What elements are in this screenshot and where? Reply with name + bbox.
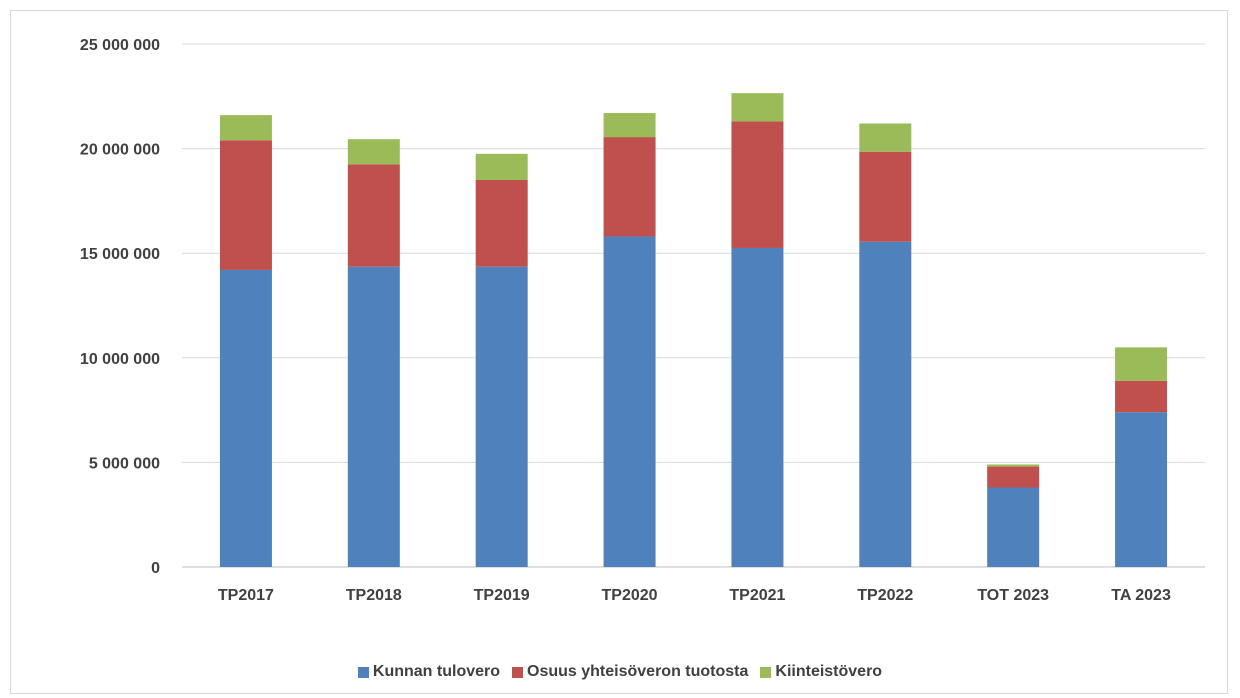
y-tick-label: 10 000 000 xyxy=(80,351,160,368)
bar-segment xyxy=(219,140,272,270)
y-tick-label: 25 000 000 xyxy=(80,37,160,54)
legend-item-1: Osuus yhteisöveron tuotosta xyxy=(512,663,748,681)
bar-segment xyxy=(731,247,784,567)
x-tick-label: TA 2023 xyxy=(1111,587,1171,604)
legend: Kunnan tulovero Osuus yhteisöveron tuoto… xyxy=(0,661,1240,683)
bar-segment xyxy=(219,115,272,141)
bar-segment xyxy=(347,164,400,267)
gridlines xyxy=(182,43,1205,568)
bar-segment xyxy=(603,113,656,138)
legend-swatch-0 xyxy=(357,666,369,678)
bar-segment xyxy=(859,123,912,152)
legend-label-1: Osuus yhteisöveron tuotosta xyxy=(527,663,749,680)
bar-segment xyxy=(347,266,400,567)
legend-item-2: Kiinteistövero xyxy=(760,663,882,681)
y-tick-label: 0 xyxy=(151,560,160,577)
legend-label-2: Kiinteistövero xyxy=(775,663,883,680)
bar-segment xyxy=(475,266,528,567)
legend-swatch-2 xyxy=(760,666,772,678)
y-tick-label: 5 000 000 xyxy=(89,455,160,472)
x-tick-label: TP2020 xyxy=(602,587,658,604)
bar-segment xyxy=(475,153,528,180)
bar-segment xyxy=(987,487,1040,567)
x-tick-label: TP2021 xyxy=(729,587,785,604)
bar-segment xyxy=(987,466,1040,488)
bar-segment xyxy=(859,151,912,242)
y-tick-label: 20 000 000 xyxy=(80,142,160,159)
bar-segment xyxy=(219,269,272,567)
bar-segment xyxy=(731,93,784,122)
bar-segment xyxy=(1115,347,1168,381)
bar-segment xyxy=(1115,412,1168,567)
bar-segment xyxy=(603,137,656,237)
x-tick-label: TP2022 xyxy=(857,587,913,604)
legend-label-0: Kunnan tulovero xyxy=(372,663,501,680)
bar-segment xyxy=(1115,380,1168,413)
x-tick-label: TP2017 xyxy=(218,587,274,604)
legend-swatch-1 xyxy=(512,666,524,678)
x-tick-label: TP2018 xyxy=(346,587,402,604)
y-tick-label: 15 000 000 xyxy=(80,246,160,263)
bar-segment xyxy=(859,241,912,567)
bar-segment xyxy=(475,179,528,267)
bar-segment xyxy=(987,464,1040,467)
bar-segment xyxy=(603,236,656,568)
x-tick-label: TOT 2023 xyxy=(977,587,1049,604)
legend-item-0: Kunnan tulovero xyxy=(357,663,501,681)
bar-segment xyxy=(347,139,400,165)
x-axis-tick-labels: TP2017 TP2018 TP2019 TP2020 TP2021 TP2022 TOT … xyxy=(218,587,1171,604)
y-axis-tick-labels: 0 5 000 000 10 000 000 15 000 000 20 000 000… xyxy=(80,37,160,577)
bar-segment xyxy=(731,121,784,248)
x-tick-label: TP2019 xyxy=(474,587,530,604)
bars xyxy=(219,93,1168,568)
